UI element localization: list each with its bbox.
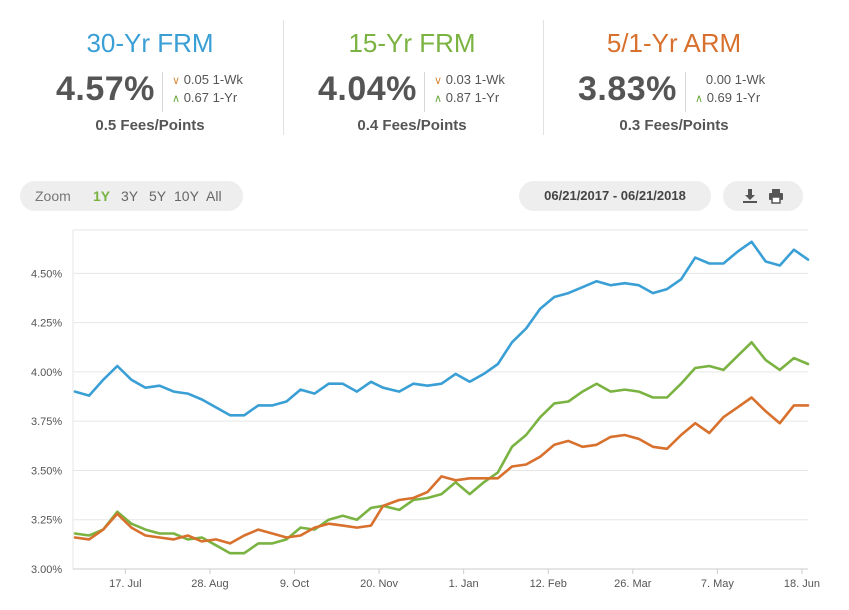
y-axis: 3.00% 3.25% 3.50% 3.75% 4.00% 4.25% 4.50% [31, 268, 62, 576]
download-icon[interactable] [741, 187, 759, 205]
weekly-change: 0.00 1-Wk [695, 72, 765, 87]
y-tick-label: 3.50% [31, 465, 62, 477]
yearly-change: ∧ 0.69 1-Yr [695, 90, 761, 105]
rates-summary: 30-Yr FRM 4.57% ∨ 0.05 1-Wk ∧ 0.67 1-Yr … [0, 0, 849, 150]
y-tick-label: 4.25% [31, 318, 62, 330]
x-tick-label: 17. Jul [109, 578, 141, 590]
divider [424, 72, 425, 112]
print-icon[interactable] [767, 187, 785, 205]
chart-grid [72, 229, 808, 570]
chevron-up-icon: ∧ [172, 93, 181, 105]
fees-points: 0.4 Fees/Points [357, 117, 467, 134]
zoom-10y-button[interactable]: 10Y [174, 188, 199, 204]
x-tick-label: 1. Jan [449, 578, 479, 590]
chevron-down-icon: ∨ [172, 75, 181, 87]
x-tick-label: 28. Aug [191, 578, 228, 590]
x-tick-label: 26. Mar [614, 578, 652, 590]
chart-tools [723, 181, 803, 211]
divider [685, 72, 686, 112]
rate-value: 3.83% [578, 70, 677, 108]
fees-points: 0.5 Fees/Points [95, 117, 205, 134]
rate-value: 4.04% [318, 70, 417, 108]
series-line-0 [73, 240, 810, 417]
x-tick-label: 20. Nov [360, 578, 398, 590]
fees-points: 0.3 Fees/Points [619, 117, 729, 134]
zoom-3y-button[interactable]: 3Y [121, 188, 139, 204]
chevron-down-icon: ∨ [434, 75, 443, 87]
rate-title: 5/1-Yr ARM [606, 28, 742, 58]
y-tick-label: 4.00% [31, 367, 62, 379]
rate-value: 4.57% [56, 70, 155, 108]
y-tick-label: 3.25% [31, 515, 62, 527]
series-line-2 [73, 396, 810, 545]
chevron-up-icon: ∧ [695, 93, 704, 105]
chart-series [73, 240, 810, 555]
zoom-selector: Zoom 1Y 3Y 5Y 10Y All [20, 181, 243, 211]
date-range-picker[interactable]: 06/21/2017 - 06/21/2018 [519, 181, 711, 211]
zoom-5y-button[interactable]: 5Y [149, 188, 167, 204]
dash-icon [695, 72, 702, 87]
rate-block-30yr: 30-Yr FRM 4.57% ∨ 0.05 1-Wk ∧ 0.67 1-Yr … [30, 20, 270, 140]
column-divider [283, 20, 284, 135]
weekly-change: ∨ 0.05 1-Wk [172, 72, 243, 87]
rate-block-15yr: 15-Yr FRM 4.04% ∨ 0.03 1-Wk ∧ 0.87 1-Yr … [292, 20, 532, 140]
mortgage-rate-chart: 3.00% 3.25% 3.50% 3.75% 4.00% 4.25% 4.50% 17. … [31, 229, 820, 590]
x-tick-label: 12. Feb [530, 578, 567, 590]
zoom-all-button[interactable]: All [206, 188, 222, 204]
y-tick-label: 3.75% [31, 416, 62, 428]
column-divider [543, 20, 544, 135]
y-tick-label: 3.00% [31, 564, 62, 576]
yearly-change: ∧ 0.67 1-Yr [172, 90, 238, 105]
weekly-change: ∨ 0.03 1-Wk [434, 72, 505, 87]
x-tick-label: 18. Jun [784, 578, 820, 590]
rate-block-arm: 5/1-Yr ARM 3.83% 0.00 1-Wk ∧ 0.69 1-Yr 0… [554, 20, 794, 140]
x-axis: 17. Jul 28. Aug 9. Oct 20. Nov 1. Jan 12. Feb… [73, 568, 820, 590]
zoom-1y-button[interactable]: 1Y [93, 188, 111, 204]
divider [162, 72, 163, 112]
chevron-up-icon: ∧ [434, 93, 443, 105]
rate-title: 30-Yr FRM [86, 28, 214, 58]
rate-title: 15-Yr FRM [348, 28, 476, 58]
zoom-label: Zoom [35, 188, 71, 204]
yearly-change: ∧ 0.87 1-Yr [434, 90, 500, 105]
y-tick-label: 4.50% [31, 268, 62, 280]
x-tick-label: 7. May [701, 578, 735, 590]
series-line-1 [73, 341, 810, 555]
x-tick-label: 9. Oct [280, 578, 309, 590]
